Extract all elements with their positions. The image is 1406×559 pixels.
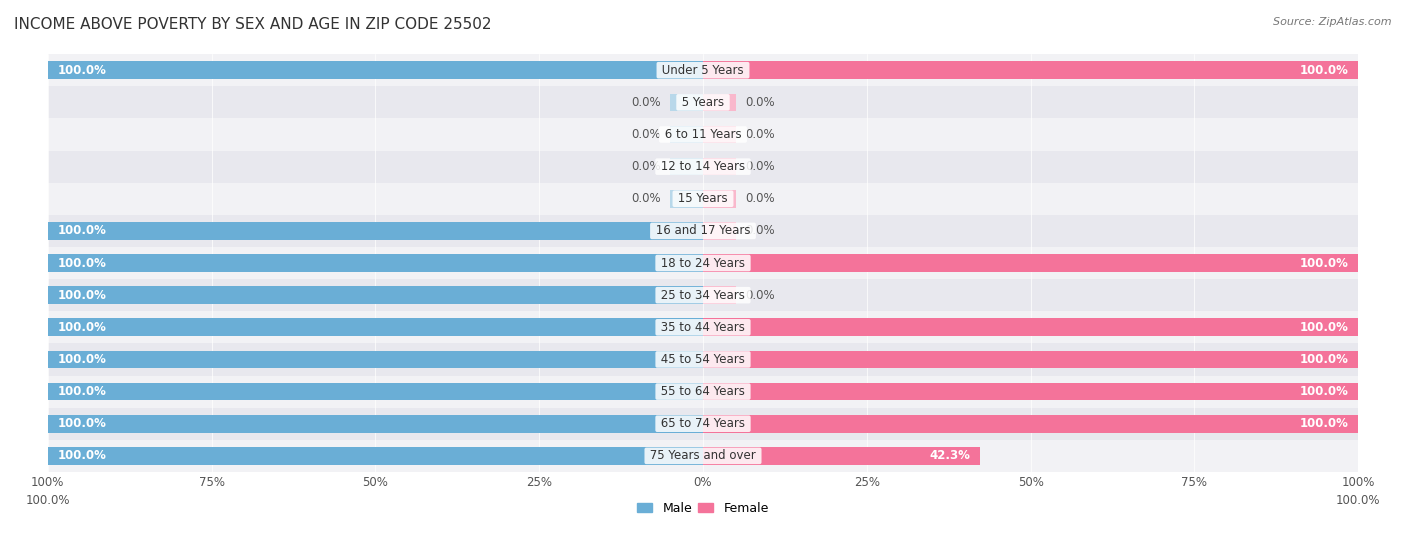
Text: 100.0%: 100.0%	[1299, 321, 1348, 334]
Text: 100.0%: 100.0%	[1336, 494, 1381, 508]
Bar	[703, 319, 1358, 336]
Bar	[703, 61, 1358, 79]
Text: 100.0%: 100.0%	[58, 321, 107, 334]
Text: 75 Years and over: 75 Years and over	[647, 449, 759, 462]
Legend: Male, Female: Male, Female	[633, 497, 773, 520]
Text: 6 to 11 Years: 6 to 11 Years	[661, 128, 745, 141]
Bar	[48, 61, 703, 79]
Text: 42.3%: 42.3%	[929, 449, 970, 462]
Text: 0.0%: 0.0%	[745, 288, 775, 302]
Text: 100.0%: 100.0%	[1299, 257, 1348, 269]
Bar	[48, 343, 1358, 376]
Bar	[48, 222, 703, 240]
Bar	[703, 286, 735, 304]
Bar	[48, 54, 1358, 86]
Bar	[48, 279, 1358, 311]
Bar	[703, 447, 980, 465]
Text: 100.0%: 100.0%	[58, 385, 107, 398]
Bar	[48, 376, 1358, 408]
Text: 100.0%: 100.0%	[58, 257, 107, 269]
Text: 5 Years: 5 Years	[678, 96, 728, 109]
Text: 100.0%: 100.0%	[1299, 385, 1348, 398]
Bar	[48, 447, 703, 465]
Bar	[48, 440, 1358, 472]
Text: 45 to 54 Years: 45 to 54 Years	[657, 353, 749, 366]
Bar	[48, 350, 703, 368]
Text: 100.0%: 100.0%	[1299, 64, 1348, 77]
Text: 0.0%: 0.0%	[631, 128, 661, 141]
Bar	[671, 158, 703, 176]
Text: 100.0%: 100.0%	[58, 353, 107, 366]
Text: 18 to 24 Years: 18 to 24 Years	[657, 257, 749, 269]
Text: 100.0%: 100.0%	[58, 288, 107, 302]
Text: 35 to 44 Years: 35 to 44 Years	[657, 321, 749, 334]
Bar	[48, 415, 703, 433]
Bar	[48, 119, 1358, 150]
Bar	[48, 215, 1358, 247]
Bar	[703, 415, 1358, 433]
Text: 15 Years: 15 Years	[675, 192, 731, 205]
Bar	[671, 126, 703, 143]
Bar	[703, 254, 1358, 272]
Text: 0.0%: 0.0%	[745, 192, 775, 205]
Text: Source: ZipAtlas.com: Source: ZipAtlas.com	[1274, 17, 1392, 27]
Bar	[48, 311, 1358, 343]
Bar	[703, 93, 735, 111]
Text: 0.0%: 0.0%	[631, 96, 661, 109]
Bar	[671, 93, 703, 111]
Bar	[703, 222, 735, 240]
Text: 100.0%: 100.0%	[58, 449, 107, 462]
Text: 0.0%: 0.0%	[631, 192, 661, 205]
Bar	[703, 126, 735, 143]
Bar	[703, 158, 735, 176]
Bar	[48, 319, 703, 336]
Bar	[48, 408, 1358, 440]
Text: 65 to 74 Years: 65 to 74 Years	[657, 417, 749, 430]
Text: 55 to 64 Years: 55 to 64 Years	[657, 385, 749, 398]
Bar	[703, 190, 735, 207]
Bar	[48, 254, 703, 272]
Text: 100.0%: 100.0%	[58, 224, 107, 238]
Text: Under 5 Years: Under 5 Years	[658, 64, 748, 77]
Bar	[48, 183, 1358, 215]
Text: 100.0%: 100.0%	[58, 64, 107, 77]
Bar	[48, 247, 1358, 279]
Text: 0.0%: 0.0%	[745, 128, 775, 141]
Text: 0.0%: 0.0%	[631, 160, 661, 173]
Bar	[48, 286, 703, 304]
Bar	[703, 350, 1358, 368]
Text: 100.0%: 100.0%	[58, 417, 107, 430]
Text: 16 and 17 Years: 16 and 17 Years	[652, 224, 754, 238]
Text: 0.0%: 0.0%	[745, 224, 775, 238]
Bar	[48, 86, 1358, 119]
Text: 0.0%: 0.0%	[745, 160, 775, 173]
Text: 0.0%: 0.0%	[745, 96, 775, 109]
Text: INCOME ABOVE POVERTY BY SEX AND AGE IN ZIP CODE 25502: INCOME ABOVE POVERTY BY SEX AND AGE IN Z…	[14, 17, 492, 32]
Bar	[703, 383, 1358, 400]
Text: 12 to 14 Years: 12 to 14 Years	[657, 160, 749, 173]
Bar	[48, 383, 703, 400]
Bar	[48, 150, 1358, 183]
Text: 100.0%: 100.0%	[1299, 353, 1348, 366]
Text: 100.0%: 100.0%	[25, 494, 70, 508]
Bar	[671, 190, 703, 207]
Text: 100.0%: 100.0%	[1299, 417, 1348, 430]
Text: 25 to 34 Years: 25 to 34 Years	[657, 288, 749, 302]
